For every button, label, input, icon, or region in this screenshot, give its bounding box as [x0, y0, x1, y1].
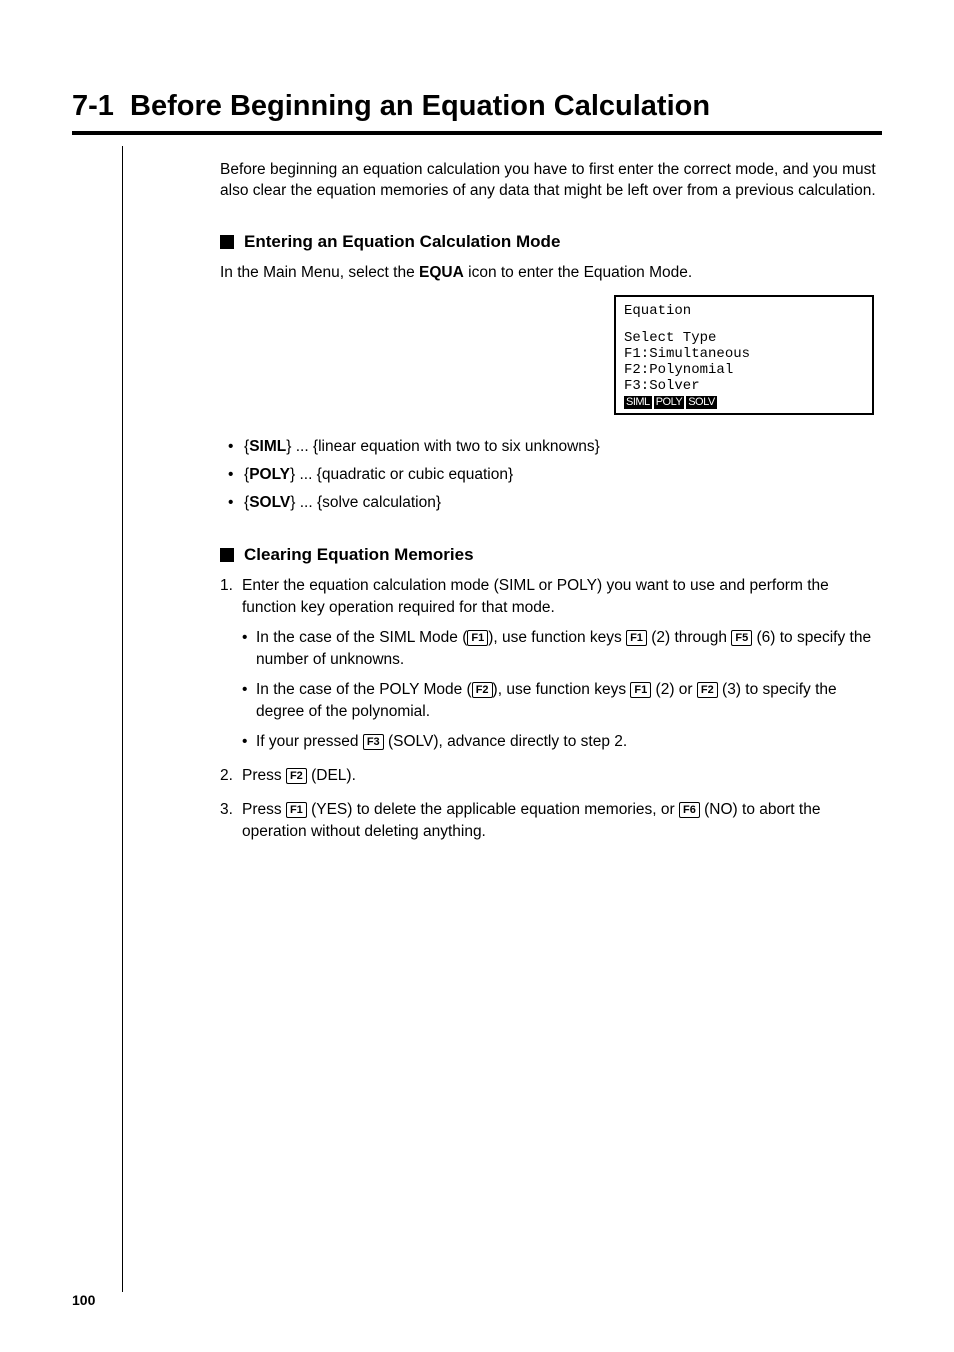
keycap-f1: F1 [286, 802, 307, 818]
text: (2) or [651, 681, 697, 698]
chapter-name: Before Beginning an Equation Calculation [130, 90, 710, 122]
calculator-screen: Equation Select Type F1:Simultaneous F2:… [614, 295, 874, 414]
content-column: Before beginning an equation calculation… [220, 159, 882, 843]
keycap-f2: F2 [697, 682, 718, 698]
option-key: SIML [249, 438, 286, 455]
text: (DEL). [307, 767, 356, 784]
step-text: Enter the equation calculation mode (SIM… [242, 575, 882, 619]
screen-line: F1:Simultaneous [624, 346, 864, 362]
keycap-f1: F1 [630, 682, 651, 698]
softkey-solv: SOLV [686, 396, 717, 409]
keycap-f2: F2 [472, 682, 493, 698]
page: 7-1 Before Beginning an Equation Calcula… [0, 0, 954, 1352]
margin-rule [122, 146, 123, 1292]
screen-line: F2:Polynomial [624, 362, 864, 378]
option-list: {SIML} ... {linear equation with two to … [220, 435, 882, 515]
keycap-f2: F2 [286, 768, 307, 784]
text: Press [242, 801, 286, 818]
text: icon to enter the Equation Mode. [464, 264, 692, 281]
option-key: SOLV [249, 494, 290, 511]
section1-lead: In the Main Menu, select the EQUA icon t… [220, 262, 882, 284]
list-item: {POLY} ... {quadratic or cubic equation} [220, 463, 882, 487]
text: (SOLV), advance directly to step 2. [384, 733, 628, 750]
text: If your pressed [256, 733, 363, 750]
intro-paragraph: Before beginning an equation calculation… [220, 159, 882, 202]
text: In the case of the POLY Mode ( [256, 681, 472, 698]
list-item: If your pressed F3 (SOLV), advance direc… [220, 731, 882, 753]
chapter-title: 7-1 Before Beginning an Equation Calcula… [72, 90, 882, 123]
square-bullet-icon [220, 235, 234, 249]
page-number: 100 [72, 1292, 95, 1308]
step-number: 2. [220, 765, 242, 787]
step-1: 1. Enter the equation calculation mode (… [220, 575, 882, 619]
step-number: 1. [220, 575, 242, 619]
square-bullet-icon [220, 548, 234, 562]
keycap-f1: F1 [467, 630, 488, 646]
step1-sub-bullets: In the case of the SIML Mode (F1), use f… [220, 627, 882, 753]
section-heading-clearing-memories: Clearing Equation Memories [220, 545, 882, 565]
option-key: POLY [249, 466, 290, 483]
list-item: In the case of the SIML Mode (F1), use f… [220, 627, 882, 671]
text: (2) through [647, 629, 731, 646]
keycap-f6: F6 [679, 802, 700, 818]
option-desc: } ... {quadratic or cubic equation} [290, 466, 513, 483]
text: Press [242, 767, 286, 784]
title-rule [72, 131, 882, 135]
option-desc: } ... {linear equation with two to six u… [286, 438, 600, 455]
keycap-f3: F3 [363, 734, 384, 750]
text: In the case of the SIML Mode ( [256, 629, 467, 646]
screen-line: F3:Solver [624, 378, 864, 394]
step-3: 3. Press F1 (YES) to delete the applicab… [220, 799, 882, 843]
chapter-number: 7-1 [72, 90, 114, 122]
section-heading-entering-mode: Entering an Equation Calculation Mode [220, 232, 882, 252]
text: ), use function keys [493, 681, 631, 698]
softkey-poly: POLY [654, 396, 685, 409]
list-item: {SIML} ... {linear equation with two to … [220, 435, 882, 459]
numbered-steps: 1. Enter the equation calculation mode (… [220, 575, 882, 843]
step-text: Press F1 (YES) to delete the applicable … [242, 799, 882, 843]
text: In the Main Menu, select the [220, 264, 419, 281]
section-title: Entering an Equation Calculation Mode [244, 232, 560, 252]
text: (YES) to delete the applicable equation … [307, 801, 679, 818]
screen-line: Select Type [624, 330, 864, 346]
softkey-siml: SIML [624, 396, 652, 409]
list-item: In the case of the POLY Mode (F2), use f… [220, 679, 882, 723]
option-desc: } ... {solve calculation} [290, 494, 441, 511]
keycap-f5: F5 [731, 630, 752, 646]
step-number: 3. [220, 799, 242, 843]
list-item: {SOLV} ... {solve calculation} [220, 491, 882, 515]
screen-title: Equation [624, 303, 864, 319]
spacer [624, 320, 864, 330]
text: ), use function keys [488, 629, 626, 646]
equa-icon-name: EQUA [419, 264, 464, 281]
step-2: 2. Press F2 (DEL). [220, 765, 882, 787]
section-title: Clearing Equation Memories [244, 545, 474, 565]
keycap-f1: F1 [626, 630, 647, 646]
step-text: Press F2 (DEL). [242, 765, 356, 787]
screen-softkeys: SIML POLY SOLV [624, 396, 864, 409]
